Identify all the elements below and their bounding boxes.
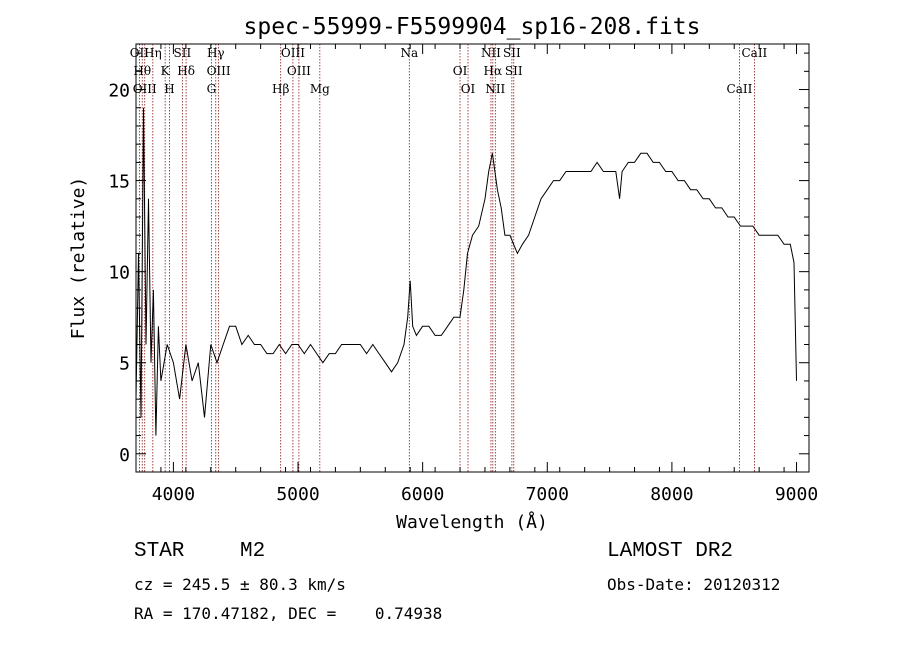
- y-axis-label: Flux (relative): [68, 177, 89, 340]
- x-tick-label: 8000: [650, 484, 693, 505]
- spectrum-line: [135, 107, 797, 436]
- spectral-line-label: NII: [485, 82, 505, 96]
- spectral-line-label: Hδ: [177, 64, 195, 78]
- spectral-line-label: CaII: [727, 82, 753, 96]
- spectral-line-label: Hη: [144, 46, 162, 60]
- x-axis-ticks: 4000 5000 6000 7000 8000 9000: [135, 44, 818, 505]
- observation-date: Obs-Date: 20120312: [607, 575, 781, 594]
- coordinates-line: RA = 170.47182, DEC = 0.74938: [134, 604, 443, 623]
- spectral-line-label: CaII: [741, 46, 767, 60]
- spectral-line-labels: OIIHθOIIIHηKHSIIHδGHγOIIIHβOIIIOIIIMgNaO…: [130, 46, 768, 96]
- survey-name: LAMOST DR2: [607, 540, 734, 563]
- spectral-line-label: SII: [503, 46, 521, 60]
- spectral-line-label: K: [161, 64, 171, 78]
- y-axis-ticks: 0 5 10 15 20: [108, 52, 809, 466]
- spectral-line-markers: [138, 44, 755, 472]
- spectral-line-label: OIII: [287, 64, 311, 78]
- spectral-line-label: Hβ: [272, 82, 289, 96]
- spectral-line-label: Hθ: [133, 64, 151, 78]
- x-tick-label: 7000: [526, 484, 569, 505]
- spectral-line-label: OIII: [281, 46, 305, 60]
- x-tick-label: 6000: [401, 484, 444, 505]
- y-tick-label: 5: [119, 354, 130, 375]
- x-tick-label: 9000: [775, 484, 818, 505]
- y-tick-label: 20: [108, 81, 130, 102]
- y-tick-label: 0: [119, 445, 130, 466]
- spectral-line-label: OI: [453, 64, 468, 78]
- spectral-line-label: NII: [481, 46, 501, 60]
- y-tick-label: 15: [108, 172, 130, 193]
- x-tick-label: 5000: [276, 484, 319, 505]
- spectral-line-label: OIII: [207, 64, 231, 78]
- object-class: STAR: [134, 540, 185, 563]
- spectral-line-label: OI: [461, 82, 476, 96]
- spectral-line-label: Hα: [484, 64, 503, 78]
- plot-frame: [135, 43, 810, 473]
- spectral-line-label: H: [164, 82, 174, 96]
- spectral-line-label: Hγ: [207, 46, 225, 60]
- redshift-line: cz = 245.5 ± 80.3 km/s: [134, 575, 346, 594]
- spectral-line-label: SII: [505, 64, 523, 78]
- chart-title: spec-55999-F5599904_sp16-208.fits: [244, 14, 701, 40]
- y-tick-label: 10: [108, 263, 130, 284]
- spectral-line-label: OIII: [133, 82, 157, 96]
- spectral-line-label: Na: [400, 46, 418, 60]
- object-subclass: M2: [240, 540, 266, 563]
- spectral-line-label: Mg: [310, 82, 330, 96]
- x-tick-label: 4000: [152, 484, 195, 505]
- x-axis-label: Wavelength (Å): [396, 511, 548, 533]
- spectral-line-label: SII: [174, 46, 192, 60]
- spectral-line-label: G: [207, 82, 217, 96]
